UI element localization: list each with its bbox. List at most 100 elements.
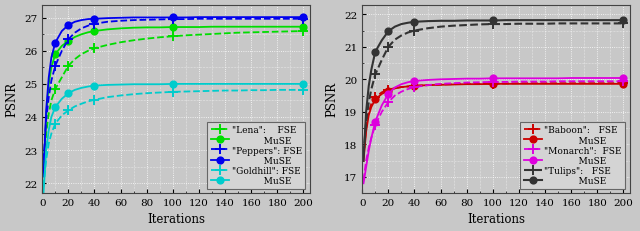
-             MuSE: [385, 31, 392, 33]
-             MuSE: [568, 77, 575, 80]
- "Goldhill": FSE: (90, 24.7): FSE: (90, 24.7): [156, 92, 164, 94]
-             MuSE: [502, 78, 509, 80]
- Line: "Goldhill": FSE: "Goldhill": FSE: [38, 86, 308, 191]
-            MuSE: [42, 149, 50, 152]
-            MuSE: [208, 26, 216, 29]
- Line: "Lena":    FSE: "Lena": FSE: [38, 27, 308, 172]
- "Lena":    FSE: (100, 26.4): FSE: (100, 26.4): [169, 36, 177, 39]
- Line:            MuSE: MuSE: [40, 24, 307, 176]
-            MuSE: [234, 17, 242, 19]
- "Goldhill": FSE: (130, 24.8): FSE: (130, 24.8): [208, 90, 216, 93]
- Line:            MuSE: MuSE: [40, 82, 307, 196]
-            MuSE: [221, 26, 229, 29]
-             MuSE: [411, 21, 419, 24]
-             MuSE: [450, 84, 458, 87]
-            MuSE: [221, 83, 229, 86]
- "Monarch":  FSE: (20, 19.3): FSE: (20, 19.3): [385, 101, 392, 104]
- "Tulips":   FSE: (150, 21.7): FSE: (150, 21.7): [554, 23, 562, 26]
- "Goldhill": FSE: (100, 24.8): FSE: (100, 24.8): [169, 91, 177, 94]
- "Peppers": FSE: (15, 26): FSE: (15, 26): [58, 50, 66, 53]
- Line: "Monarch":  FSE: "Monarch": FSE: [358, 77, 628, 185]
- "Goldhill": FSE: (70, 24.7): FSE: (70, 24.7): [130, 93, 138, 96]
-            MuSE: [40, 172, 47, 175]
-            MuSE: [248, 17, 255, 19]
- "Monarch":  FSE: (130, 19.9): FSE: (130, 19.9): [528, 81, 536, 84]
-             MuSE: [378, 104, 386, 107]
-            MuSE: [221, 17, 229, 19]
- "Goldhill": FSE: (35, 24.5): FSE: (35, 24.5): [84, 101, 92, 103]
-             MuSE: [515, 83, 523, 86]
- "Peppers": FSE: (7, 25.1): FSE: (7, 25.1): [47, 80, 55, 83]
- "Tulips":   FSE: (20, 21): FSE: (20, 21): [385, 46, 392, 49]
- "Peppers": FSE: (20, 26.4): FSE: (20, 26.4): [65, 39, 72, 42]
- "Peppers": FSE: (1, 22.7): FSE: (1, 22.7): [40, 159, 47, 162]
-             MuSE: [367, 69, 375, 72]
- "Monarch":  FSE: (180, 19.9): FSE: (180, 19.9): [593, 81, 601, 83]
- "Tulips":   FSE: (40, 21.5): FSE: (40, 21.5): [411, 30, 419, 33]
- "Peppers": FSE: (90, 26.9): FSE: (90, 26.9): [156, 19, 164, 22]
-            MuSE: [156, 83, 164, 86]
-            MuSE: [58, 30, 66, 33]
- "Monarch":  FSE: (25, 19.5): FSE: (25, 19.5): [391, 95, 399, 97]
- "Monarch":  FSE: (100, 19.9): FSE: (100, 19.9): [489, 81, 497, 84]
- "Lena":    FSE: (90, 26.4): FSE: (90, 26.4): [156, 37, 164, 40]
-             MuSE: [476, 78, 484, 81]
-            MuSE: [47, 116, 55, 119]
- "Tulips":   FSE: (120, 21.7): FSE: (120, 21.7): [515, 23, 523, 26]
- "Peppers": FSE: (100, 27): FSE: (100, 27): [169, 19, 177, 21]
-             MuSE: [365, 85, 372, 88]
- "Baboon":   FSE: (90, 19.9): FSE: (90, 19.9): [476, 83, 484, 86]
- "Monarch":  FSE: (30, 19.6): FSE: (30, 19.6): [397, 91, 405, 94]
-             MuSE: [515, 78, 523, 80]
-            MuSE: [248, 26, 255, 29]
-            MuSE: [130, 27, 138, 30]
-            MuSE: [143, 83, 150, 86]
- "Monarch":  FSE: (110, 19.9): FSE: (110, 19.9): [502, 81, 509, 84]
- "Lena":    FSE: (150, 26.6): FSE: (150, 26.6): [234, 32, 242, 35]
-            MuSE: [51, 42, 59, 45]
-             MuSE: [397, 86, 405, 89]
- "Lena":    FSE: (190, 26.6): FSE: (190, 26.6): [287, 31, 294, 33]
- "Monarch":  FSE: (35, 19.7): FSE: (35, 19.7): [404, 88, 412, 91]
-            MuSE: [143, 27, 150, 30]
- "Monarch":  FSE: (120, 19.9): FSE: (120, 19.9): [515, 81, 523, 84]
- "Lena":    FSE: (30, 25.9): FSE: (30, 25.9): [77, 54, 85, 56]
- "Baboon":   FSE: (180, 19.9): FSE: (180, 19.9): [593, 82, 601, 85]
- "Monarch":  FSE: (70, 19.9): FSE: (70, 19.9): [450, 82, 458, 85]
- "Monarch":  FSE: (3, 17.5): FSE: (3, 17.5): [362, 159, 370, 162]
-            MuSE: [182, 27, 189, 29]
-             MuSE: [541, 78, 549, 80]
-            MuSE: [91, 18, 99, 21]
- "Tulips":   FSE: (170, 21.7): FSE: (170, 21.7): [580, 23, 588, 26]
- "Monarch":  FSE: (200, 19.9): FSE: (200, 19.9): [620, 81, 627, 83]
-            MuSE: [169, 27, 177, 29]
- "Lena":    FSE: (10, 24.9): FSE: (10, 24.9): [51, 88, 59, 91]
-            MuSE: [51, 106, 59, 109]
- "Lena":    FSE: (160, 26.6): FSE: (160, 26.6): [248, 32, 255, 35]
- "Baboon":   FSE: (40, 19.8): FSE: (40, 19.8): [411, 85, 419, 88]
-             MuSE: [580, 20, 588, 22]
- "Goldhill": FSE: (15, 24.1): FSE: (15, 24.1): [58, 114, 66, 117]
-            MuSE: [45, 83, 52, 86]
- "Peppers": FSE: (190, 27): FSE: (190, 27): [287, 18, 294, 21]
-            MuSE: [84, 86, 92, 88]
- "Monarch":  FSE: (60, 19.9): FSE: (60, 19.9): [436, 83, 444, 86]
-             MuSE: [424, 79, 431, 82]
- "Tulips":   FSE: (140, 21.7): FSE: (140, 21.7): [541, 23, 549, 26]
- "Peppers": FSE: (180, 27): FSE: (180, 27): [273, 18, 281, 21]
- "Lena":    FSE: (60, 26.3): FSE: (60, 26.3): [116, 42, 124, 44]
- "Peppers": FSE: (130, 27): FSE: (130, 27): [208, 18, 216, 21]
-            MuSE: [130, 17, 138, 20]
-            MuSE: [71, 89, 79, 92]
- "Baboon":   FSE: (3, 18.5): FSE: (3, 18.5): [362, 127, 370, 130]
- "Peppers": FSE: (150, 27): FSE: (150, 27): [234, 18, 242, 21]
-             MuSE: [404, 82, 412, 84]
-             MuSE: [502, 20, 509, 22]
- "Baboon":   FSE: (1, 17.6): FSE: (1, 17.6): [360, 156, 367, 159]
- Line:            MuSE: MuSE: [40, 15, 307, 180]
- "Tulips":   FSE: (160, 21.7): FSE: (160, 21.7): [568, 23, 575, 26]
- "Baboon":   FSE: (50, 19.8): FSE: (50, 19.8): [424, 84, 431, 87]
- "Baboon":   FSE: (160, 19.9): FSE: (160, 19.9): [568, 82, 575, 85]
- "Peppers": FSE: (40, 26.8): FSE: (40, 26.8): [91, 23, 99, 26]
- "Tulips":   FSE: (80, 21.7): FSE: (80, 21.7): [463, 24, 470, 27]
